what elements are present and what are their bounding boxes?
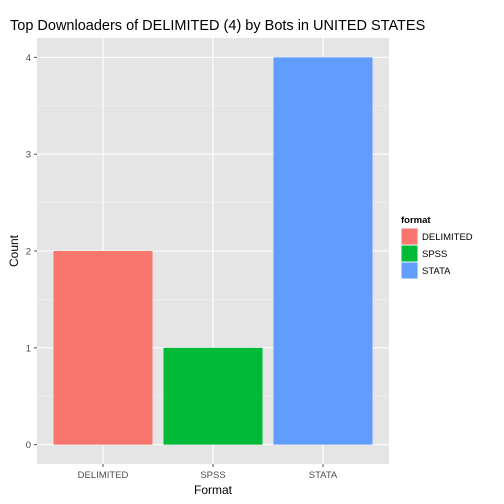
bar-delimited — [53, 251, 153, 445]
x-axis-title: Format — [194, 483, 233, 497]
x-tick-label: SPSS — [200, 470, 225, 481]
x-tick-label: STATA — [309, 470, 338, 481]
x-axis-ticks: DELIMITED SPSS STATA — [78, 464, 338, 481]
bar-spss — [163, 347, 263, 445]
legend-label-spss: SPSS — [422, 249, 447, 260]
legend: format DELIMITED SPSS STATA — [400, 215, 473, 280]
legend-swatch-stata — [401, 262, 418, 279]
legend-title: format — [401, 215, 431, 226]
x-tick-label: DELIMITED — [78, 470, 129, 481]
chart-title: Top Downloaders of DELIMITED (4) by Bots… — [10, 18, 425, 34]
legend-swatch-delimited — [401, 228, 418, 245]
bar-stata — [273, 57, 373, 445]
y-axis-ticks: 0 1 2 3 4 — [26, 53, 37, 451]
y-tick-label: 4 — [26, 53, 31, 64]
y-tick-label: 3 — [26, 150, 31, 161]
legend-label-stata: STATA — [422, 266, 451, 277]
y-tick-label: 2 — [26, 247, 31, 258]
bars — [53, 57, 373, 445]
legend-swatch-spss — [401, 245, 418, 262]
y-axis-title: Count — [7, 234, 21, 267]
y-tick-label: 1 — [26, 343, 31, 354]
legend-label-delimited: DELIMITED — [422, 232, 473, 243]
y-tick-label: 0 — [26, 440, 31, 451]
